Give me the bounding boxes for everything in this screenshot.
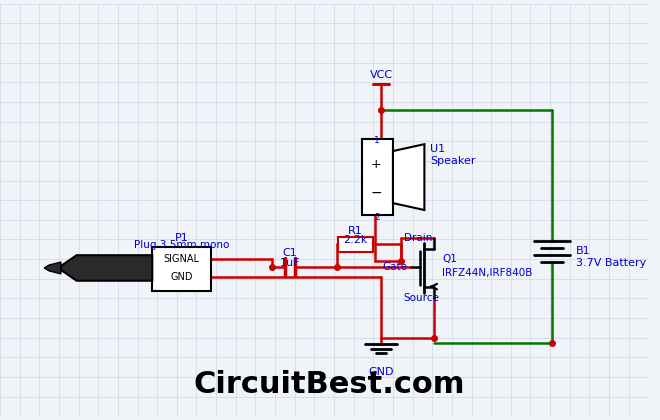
Text: SIGNAL: SIGNAL [164,254,200,264]
FancyBboxPatch shape [362,139,393,215]
Text: 1uF: 1uF [280,258,300,268]
Polygon shape [393,144,424,210]
Text: 2: 2 [374,213,380,222]
Text: IRFZ44N,IRF840B: IRFZ44N,IRF840B [442,268,533,278]
Text: P1: P1 [175,233,189,242]
Text: B1: B1 [576,246,590,256]
Text: C1: C1 [282,248,297,258]
Text: GND: GND [368,367,394,377]
Text: 1: 1 [374,136,380,145]
Text: R1: R1 [348,226,363,236]
Text: 2.2k: 2.2k [343,236,368,245]
Text: Drain: Drain [404,233,432,242]
Text: Gate: Gate [383,262,408,272]
Text: −: − [370,186,382,200]
Polygon shape [44,262,61,274]
Text: VCC: VCC [370,70,393,80]
Text: GND: GND [170,272,193,282]
Text: Speaker: Speaker [430,156,476,166]
Text: Plug 3.5mm mono: Plug 3.5mm mono [134,240,230,250]
Text: Q1: Q1 [442,254,457,264]
FancyBboxPatch shape [152,247,211,291]
Text: U1: U1 [430,144,446,154]
Text: Source: Source [404,294,440,303]
Text: +: + [370,158,381,171]
Text: CircuitBest.com: CircuitBest.com [193,370,465,399]
Text: 3.7V Battery: 3.7V Battery [576,258,646,268]
Polygon shape [61,255,152,281]
FancyBboxPatch shape [338,236,374,252]
